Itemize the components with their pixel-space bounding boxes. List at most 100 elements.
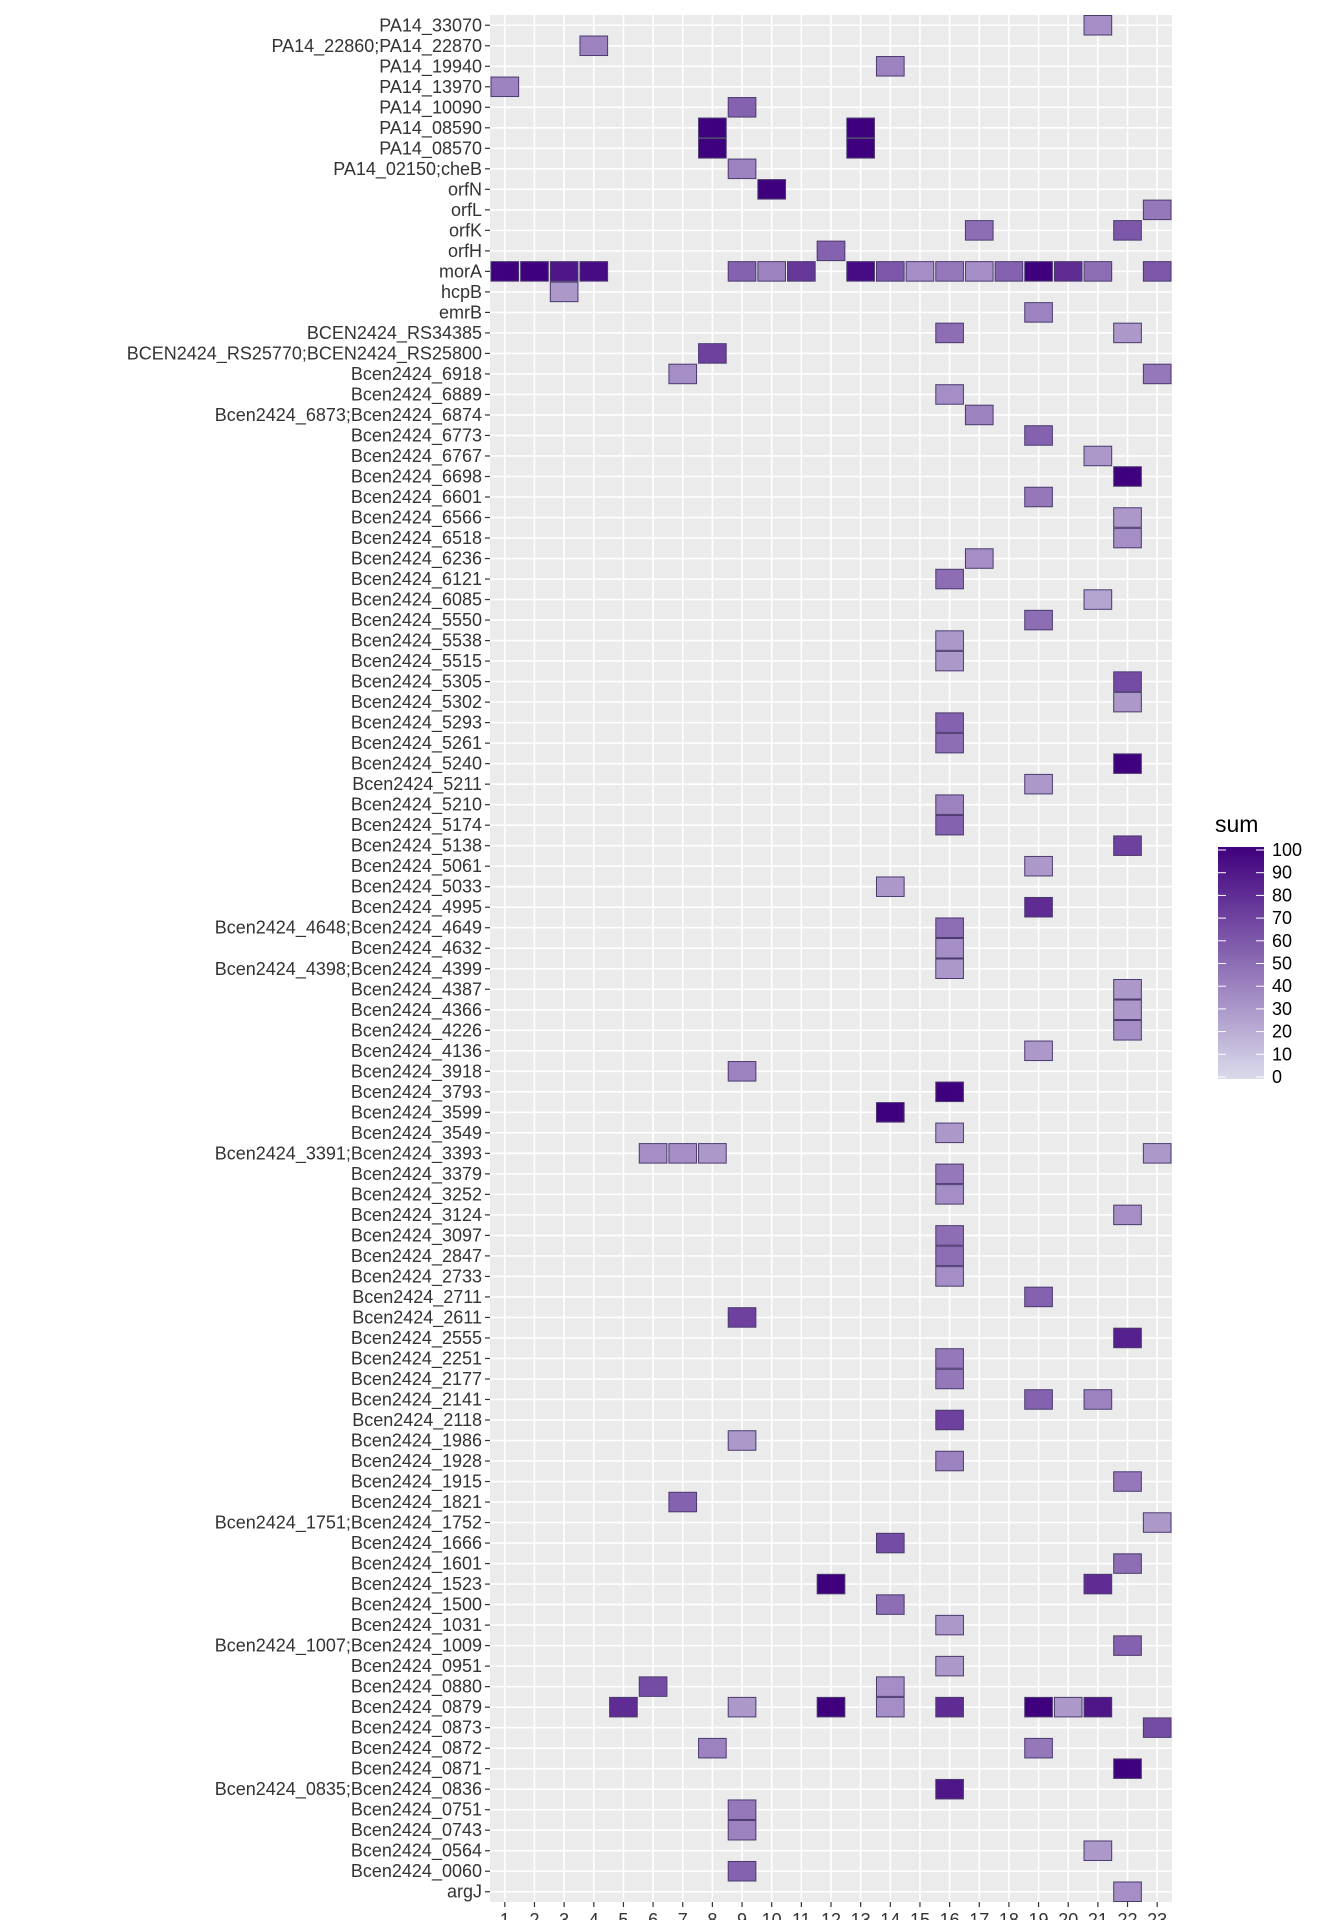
heatmap-cell [935,384,964,405]
heatmap-cell [727,1430,757,1451]
heatmap-cell [1083,1696,1113,1718]
y-tick-label: PA14_08570 [379,138,482,159]
y-tick-label: Bcen2424_0880 [351,1677,482,1698]
y-tick-label: Bcen2424_0835;Bcen2424_0836 [215,1779,482,1800]
y-tick-label: emrB [439,302,482,322]
heatmap-cell [875,876,905,897]
heatmap-cell [549,281,579,303]
y-tick-label: Bcen2424_2251 [351,1348,482,1369]
y-tick-label: Bcen2424_6121 [351,569,482,590]
heatmap-cell [935,1184,964,1205]
legend-label: 30 [1272,999,1292,1019]
heatmap-cell [935,732,964,754]
y-tick-label: orfN [448,179,482,199]
x-tick-label: 4 [589,1910,599,1920]
y-tick-label: Bcen2424_6889 [351,384,482,405]
legend-label: 90 [1272,863,1292,883]
y-tick-label: Bcen2424_1523 [351,1574,482,1595]
heatmap-cell [1113,691,1142,713]
x-tick-label: 12 [821,1910,841,1920]
y-tick-label: Bcen2424_6566 [351,508,482,529]
y-tick-label: Bcen2424_0879 [351,1697,482,1718]
y-tick-label: Bcen2424_5261 [351,733,482,754]
heatmap-cell [1113,999,1142,1021]
heatmap-cell [1024,1389,1053,1410]
heatmap-cell [1083,445,1113,467]
y-tick-label: PA14_22860;PA14_22870 [271,36,482,57]
heatmap-cell [1113,1635,1142,1656]
heatmap-cell [727,1307,757,1328]
y-tick-label: Bcen2424_5538 [351,631,482,652]
heatmap-cell [1142,363,1172,385]
heatmap-cell [935,794,964,815]
heatmap-cell [964,220,994,241]
heatmap-tiles [490,15,1172,1903]
y-tick-label: Bcen2424_4387 [351,979,482,1000]
heatmap-cell [727,158,757,180]
y-tick-label: Bcen2424_3793 [351,1082,482,1103]
y-tick-label: Bcen2424_5240 [351,754,482,775]
y-tick-label: Bcen2424_2177 [351,1369,482,1390]
y-tick-label: PA14_33070 [379,15,482,36]
y-tick-label: Bcen2424_3379 [351,1164,482,1185]
x-tick-label: 21 [1088,1910,1108,1920]
heatmap-cell [875,261,905,282]
heatmap-cell [1024,261,1053,282]
heatmap-cell [1113,322,1142,344]
y-tick-label: Bcen2424_6601 [351,487,482,508]
heatmap-cell [1053,1696,1083,1718]
heatmap-cell [490,261,520,282]
y-tick-label: Bcen2424_6767 [351,446,482,467]
y-tick-label: Bcen2424_1751;Bcen2424_1752 [215,1513,482,1534]
heatmap-cell [1024,855,1053,877]
heatmap-cell [935,1614,964,1636]
y-tick-label: Bcen2424_4226 [351,1020,482,1041]
y-tick-label: Bcen2424_1928 [351,1451,482,1472]
x-tick-label: 3 [559,1910,569,1920]
y-tick-label: Bcen2424_5305 [351,672,482,693]
heatmap-cell [490,76,520,98]
heatmap-cell [935,1778,964,1800]
x-tick-label: 10 [762,1910,782,1920]
y-tick-label: Bcen2424_3391;Bcen2424_3393 [215,1143,482,1164]
y-tick-label: Bcen2424_4648;Bcen2424_4649 [215,918,482,939]
y-tick-label: Bcen2424_5174 [351,815,482,836]
heatmap-cell [1113,1020,1142,1041]
heatmap-cell [935,261,964,282]
x-tick-label: 6 [648,1910,658,1920]
heatmap-cell [1142,1143,1172,1164]
y-tick-label: Bcen2424_6918 [351,364,482,385]
heatmap-cell [935,1081,964,1103]
heatmap-cell [1024,773,1053,795]
heatmap-cell [757,179,787,200]
x-tick-label: 23 [1147,1910,1167,1920]
heatmap-cell [1024,486,1053,508]
heatmap-cell [1024,425,1053,446]
heatmap-cell [935,322,964,344]
legend-label: 50 [1272,954,1292,974]
x-axis-labels: 1 2 3 4 5 6 7 8 9 10 11 12 13 14 15 16 17 18 19 20 21 22 23 [500,1902,1167,1920]
y-tick-label: Bcen2424_2141 [351,1389,482,1410]
heatmap-cell [668,363,698,385]
y-tick-label: Bcen2424_3124 [351,1205,482,1226]
heatmap-cell [1113,753,1142,774]
y-tick-label: Bcen2424_4366 [351,1000,482,1021]
y-tick-label: Bcen2424_5210 [351,795,482,816]
heatmap-cell [1113,1553,1142,1574]
heatmap-cell [1113,527,1142,549]
heatmap-cell [638,1676,668,1697]
heatmap-cell [727,97,757,118]
heatmap-cell [1083,1573,1113,1595]
heatmap-cell [1113,507,1142,528]
heatmap-cell [935,1122,964,1144]
heatmap-cell [1113,1881,1142,1903]
x-tick-label: 15 [910,1910,930,1920]
heatmap-cell [935,650,964,672]
heatmap-cell [816,1573,846,1595]
heatmap-cell [668,1143,698,1164]
heatmap-cell [668,1491,698,1513]
heatmap-cell [935,1409,964,1431]
heatmap-cell [964,404,994,426]
x-tick-label: 7 [678,1910,688,1920]
